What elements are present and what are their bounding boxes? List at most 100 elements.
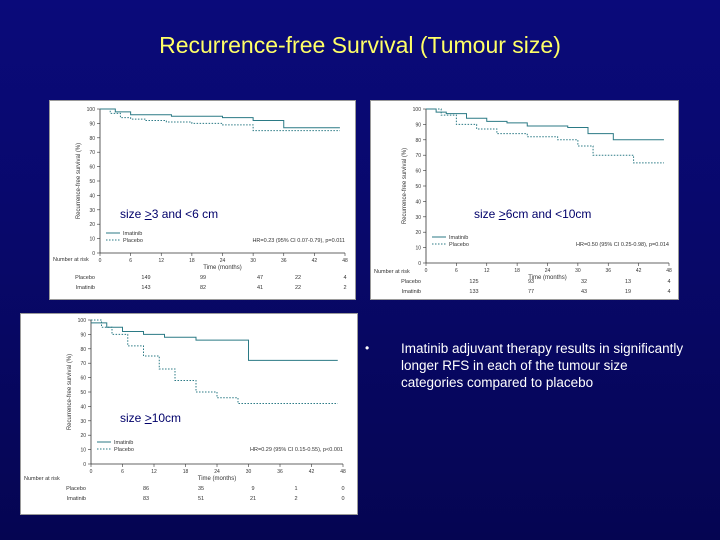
y-tick-label: 70	[415, 153, 421, 159]
legend-label: Placebo	[114, 447, 134, 453]
y-tick-label: 70	[80, 361, 86, 367]
risk-value: 149	[141, 275, 150, 281]
y-tick-label: 40	[89, 193, 95, 199]
x-tick-label: 12	[151, 469, 157, 475]
risk-value: 82	[200, 285, 206, 291]
y-tick-label: 0	[418, 261, 421, 267]
number-at-risk-label: Number at risk	[24, 476, 60, 482]
x-tick-label: 36	[605, 268, 611, 274]
x-tick-label: 18	[189, 258, 195, 264]
x-tick-label: 6	[455, 268, 458, 274]
y-tick-label: 20	[80, 433, 86, 439]
x-tick-label: 36	[281, 258, 287, 264]
x-tick-label: 36	[277, 469, 283, 475]
number-at-risk-label: Number at risk	[374, 269, 410, 275]
y-tick-label: 10	[80, 448, 86, 454]
y-axis-label: Recurrence-free survival (%)	[76, 143, 82, 219]
risk-row-label: Placebo	[75, 275, 95, 281]
y-tick-label: 30	[415, 215, 421, 221]
x-tick-label: 48	[340, 469, 346, 475]
chart-label: size >6cm and <10cm	[474, 207, 592, 221]
y-tick-label: 50	[415, 184, 421, 190]
risk-value: 2	[343, 285, 346, 291]
risk-value: 51	[198, 496, 204, 502]
y-tick-label: 60	[80, 376, 86, 382]
series-line-imatinib	[426, 108, 664, 141]
risk-value: 22	[295, 285, 301, 291]
y-tick-label: 30	[80, 419, 86, 425]
legend-label: Imatinib	[114, 440, 133, 446]
risk-value: 4	[343, 275, 346, 281]
x-tick-label: 0	[90, 469, 93, 475]
x-tick-label: 30	[575, 268, 581, 274]
km-chart-size-6-10: 0 10 20 30 40 50 60 70 80 90 100 0 6 12 18 24 30 36 42 48 Re…	[374, 107, 672, 295]
risk-row-label: Imatinib	[67, 496, 86, 502]
risk-value: 43	[581, 289, 587, 295]
risk-value: 86	[143, 486, 149, 492]
risk-value: 143	[141, 285, 150, 291]
y-tick-label: 100	[87, 107, 96, 113]
chart-label: size >10cm	[120, 411, 182, 425]
chart-panel-size-6-10: 0 10 20 30 40 50 60 70 80 90 100 0 6 12 18 24 30 36 42 48 Re…	[370, 100, 679, 300]
risk-value: 13	[625, 279, 631, 285]
series-line-placebo	[91, 319, 338, 405]
y-axis-label: Recurrence-free survival (%)	[402, 148, 408, 224]
y-tick-label: 40	[80, 404, 86, 410]
x-tick-label: 42	[636, 268, 642, 274]
x-tick-label: 30	[250, 258, 256, 264]
y-tick-label: 30	[89, 208, 95, 214]
series-line-imatinib	[100, 108, 340, 129]
x-axis-label: Time (months)	[198, 476, 236, 482]
risk-value: 22	[295, 275, 301, 281]
risk-value: 1	[294, 486, 297, 492]
x-tick-label: 24	[220, 258, 226, 264]
risk-row-label: Imatinib	[402, 289, 421, 295]
y-tick-label: 60	[415, 169, 421, 175]
risk-value: 21	[250, 496, 256, 502]
bullet-text: Imatinib adjuvant therapy results in sig…	[401, 341, 684, 390]
y-tick-label: 90	[89, 121, 95, 127]
risk-value: 35	[198, 486, 204, 492]
y-tick-label: 100	[78, 318, 87, 324]
slide-title: Recurrence-free Survival (Tumour size)	[159, 32, 561, 58]
risk-value: 125	[469, 279, 478, 285]
x-tick-label: 18	[514, 268, 520, 274]
legend-label: Placebo	[449, 242, 469, 248]
y-tick-label: 20	[89, 222, 95, 228]
legend-label: Imatinib	[123, 231, 142, 237]
x-tick-label: 0	[425, 268, 428, 274]
y-tick-label: 20	[415, 230, 421, 236]
chart-label: size >3 and <6 cm	[120, 207, 219, 221]
y-tick-label: 60	[89, 165, 95, 171]
x-tick-label: 0	[99, 258, 102, 264]
x-tick-label: 30	[246, 469, 252, 475]
legend-label: Placebo	[123, 238, 143, 244]
x-tick-label: 24	[545, 268, 551, 274]
x-axis-label: Time (months)	[528, 275, 566, 281]
x-tick-label: 18	[183, 469, 189, 475]
risk-value: 19	[625, 289, 631, 295]
y-tick-label: 0	[92, 251, 95, 257]
x-tick-label: 12	[158, 258, 164, 264]
y-tick-label: 10	[415, 246, 421, 252]
y-tick-label: 50	[80, 390, 86, 396]
risk-value: 4	[667, 289, 670, 295]
risk-value: 0	[341, 496, 344, 502]
risk-row-label: Placebo	[66, 486, 86, 492]
y-tick-label: 0	[83, 462, 86, 468]
x-tick-label: 24	[214, 469, 220, 475]
y-tick-label: 10	[89, 237, 95, 243]
risk-row-label: Imatinib	[76, 285, 95, 291]
risk-value: 77	[528, 289, 534, 295]
y-tick-label: 40	[415, 199, 421, 205]
bullet-icon: •	[365, 341, 370, 355]
risk-value: 32	[581, 279, 587, 285]
y-tick-label: 100	[413, 107, 422, 113]
risk-value: 83	[143, 496, 149, 502]
x-tick-label: 6	[121, 469, 124, 475]
y-tick-label: 80	[80, 347, 86, 353]
x-axis-label: Time (months)	[203, 265, 241, 271]
risk-value: 93	[528, 279, 534, 285]
